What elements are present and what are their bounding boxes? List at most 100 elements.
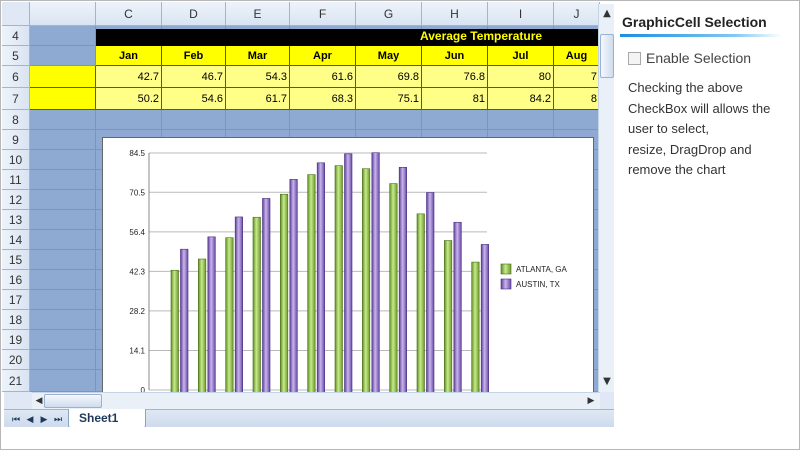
row-header[interactable]: 15	[2, 250, 30, 270]
row-header[interactable]: 4	[2, 26, 30, 46]
data-cell[interactable]: 61.7	[226, 88, 290, 110]
row-header[interactable]: 8	[2, 110, 30, 130]
data-cell[interactable]: 84.2	[488, 88, 554, 110]
select-all-corner[interactable]	[2, 2, 30, 26]
data-cell[interactable]: 61.6	[290, 66, 356, 88]
row-header[interactable]: 7	[2, 88, 30, 110]
grid-cell[interactable]	[30, 370, 96, 392]
row-header[interactable]: 13	[2, 210, 30, 230]
month-header[interactable]: Mar	[226, 46, 290, 66]
data-cell[interactable]: 80	[488, 66, 554, 88]
row-header[interactable]: 16	[2, 270, 30, 290]
scroll-up-icon[interactable]: ▲	[603, 8, 611, 19]
row-header[interactable]: 6	[2, 66, 30, 88]
grid-cell[interactable]	[30, 350, 96, 370]
first-sheet-icon[interactable]: ⏮	[11, 415, 21, 425]
enable-selection-label[interactable]: Enable Selection	[646, 50, 752, 66]
row-label-cell[interactable]	[30, 66, 96, 88]
prev-sheet-icon[interactable]: ◀	[26, 415, 34, 425]
grid-cell[interactable]	[30, 210, 96, 230]
column-header[interactable]: F	[290, 2, 356, 26]
grid-cell[interactable]	[30, 150, 96, 170]
row-header[interactable]: 10	[2, 150, 30, 170]
row-label-cell[interactable]	[30, 88, 96, 110]
column-header[interactable]: C	[96, 2, 162, 26]
grid-cell[interactable]	[30, 270, 96, 290]
grid-cell[interactable]	[30, 130, 96, 150]
row-header[interactable]: 21	[2, 370, 30, 392]
month-header[interactable]: Jan	[96, 46, 162, 66]
row-header[interactable]: 9	[2, 130, 30, 150]
scroll-down-icon[interactable]: ▼	[603, 376, 611, 387]
data-cell[interactable]: 76.8	[422, 66, 488, 88]
horizontal-scroll-thumb[interactable]	[44, 394, 102, 408]
chart[interactable]: 84.5 70.5 56.4 42.3 28.2 14.1 0 ATLANTA, GA AUST…	[102, 137, 594, 392]
grid-cell[interactable]	[30, 290, 96, 310]
column-header[interactable]: E	[226, 2, 290, 26]
month-header[interactable]: May	[356, 46, 422, 66]
month-header[interactable]: Feb	[162, 46, 226, 66]
row-header[interactable]: 19	[2, 330, 30, 350]
column-header[interactable]: J	[554, 2, 600, 26]
grid-cell[interactable]	[30, 190, 96, 210]
month-header[interactable]: Apr	[290, 46, 356, 66]
grid-cell[interactable]	[30, 26, 96, 46]
data-cell[interactable]: 69.8	[356, 66, 422, 88]
grid-cell[interactable]	[290, 110, 356, 130]
grid-cell[interactable]	[30, 110, 96, 130]
data-cell[interactable]: 50.2	[96, 88, 162, 110]
legend-label: AUSTIN, TX	[516, 280, 561, 289]
row-header[interactable]: 18	[2, 310, 30, 330]
scroll-right-icon[interactable]: ▶	[587, 396, 595, 406]
horizontal-scrollbar[interactable]: ◀ ▶	[32, 392, 600, 409]
column-header[interactable]: D	[162, 2, 226, 26]
data-cell[interactable]: 68.3	[290, 88, 356, 110]
last-sheet-icon[interactable]: ⏭	[53, 415, 63, 425]
month-header[interactable]: Jul	[488, 46, 554, 66]
grid-cell[interactable]	[226, 110, 290, 130]
column-header-blank[interactable]	[30, 2, 96, 26]
grid-cell[interactable]	[488, 110, 554, 130]
grid-cell[interactable]	[30, 170, 96, 190]
table-title-bar	[96, 29, 600, 49]
row-header[interactable]: 20	[2, 350, 30, 370]
vertical-scrollbar[interactable]: ▲ ▼	[598, 4, 614, 392]
month-header[interactable]: Aug	[554, 46, 600, 66]
column-header[interactable]: H	[422, 2, 488, 26]
grid-cell[interactable]	[30, 310, 96, 330]
row-header[interactable]: 14	[2, 230, 30, 250]
cell-grid[interactable]: Average Temperature Jan Feb Mar Apr May Jun Jul…	[30, 26, 600, 392]
month-header[interactable]: Jun	[422, 46, 488, 66]
data-cell[interactable]: 54.3	[226, 66, 290, 88]
next-sheet-icon[interactable]: ▶	[40, 415, 48, 425]
row-header[interactable]: 17	[2, 290, 30, 310]
scroll-left-icon[interactable]: ◀	[35, 396, 43, 406]
vertical-scroll-thumb[interactable]	[600, 34, 614, 78]
column-header[interactable]: G	[356, 2, 422, 26]
grid-cell[interactable]	[30, 230, 96, 250]
bar-atlanta	[307, 174, 316, 392]
column-header[interactable]: I	[488, 2, 554, 26]
grid-cell[interactable]	[162, 110, 226, 130]
row-header[interactable]: 12	[2, 190, 30, 210]
data-cell[interactable]: 46.7	[162, 66, 226, 88]
grid-cell[interactable]	[356, 110, 422, 130]
row-header[interactable]: 5	[2, 46, 30, 66]
row-header[interactable]: 11	[2, 170, 30, 190]
grid-cell[interactable]	[30, 250, 96, 270]
data-cell[interactable]: 8	[554, 88, 600, 110]
enable-selection-checkbox[interactable]	[628, 52, 641, 65]
sheet-tab[interactable]: Sheet1	[68, 409, 146, 427]
y-tick-label: 70.5	[129, 188, 145, 197]
data-cell[interactable]: 75.1	[356, 88, 422, 110]
grid-cell[interactable]	[422, 110, 488, 130]
grid-cell[interactable]	[30, 46, 96, 66]
data-cell[interactable]: 54.6	[162, 88, 226, 110]
data-cell[interactable]: 7	[554, 66, 600, 88]
grid-cell[interactable]	[30, 330, 96, 350]
grid-cell[interactable]	[96, 110, 162, 130]
data-cell[interactable]: 42.7	[96, 66, 162, 88]
data-cell[interactable]: 81	[422, 88, 488, 110]
grid-cell[interactable]	[554, 110, 600, 130]
